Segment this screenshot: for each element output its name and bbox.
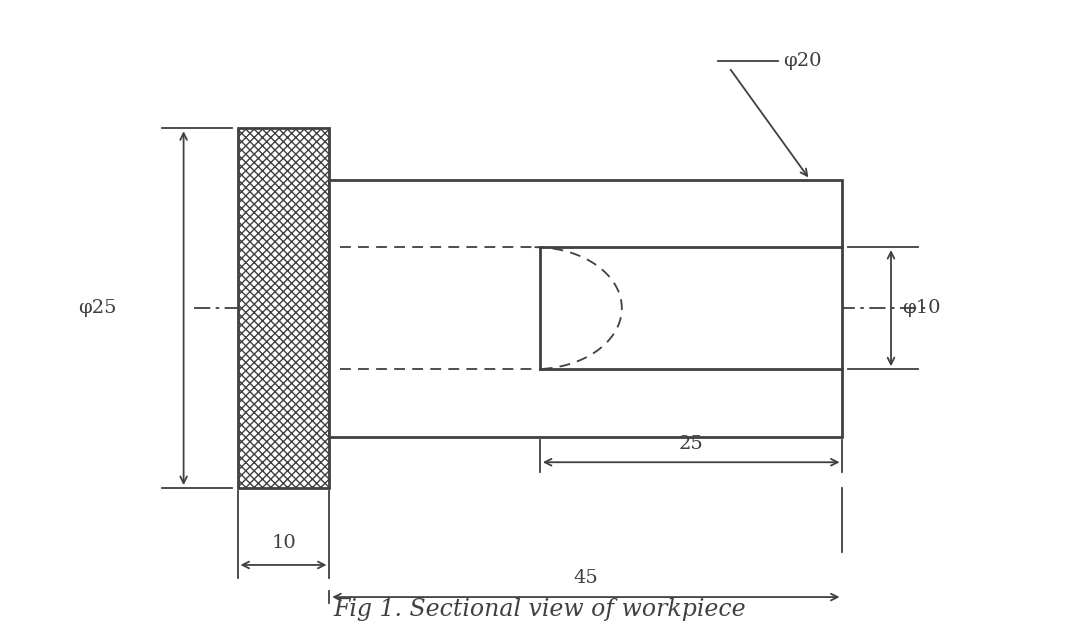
Bar	[238, 128, 329, 488]
Text: 25: 25	[679, 435, 703, 453]
Text: φ25: φ25	[78, 299, 117, 317]
Text: 45: 45	[573, 569, 598, 587]
Text: φ10: φ10	[902, 299, 941, 317]
Text: φ20: φ20	[783, 52, 822, 70]
Text: Fig 1. Sectional view of workpiece: Fig 1. Sectional view of workpiece	[334, 598, 746, 621]
Text: 10: 10	[271, 534, 296, 552]
Bar	[329, 180, 842, 437]
Bar	[238, 128, 329, 488]
